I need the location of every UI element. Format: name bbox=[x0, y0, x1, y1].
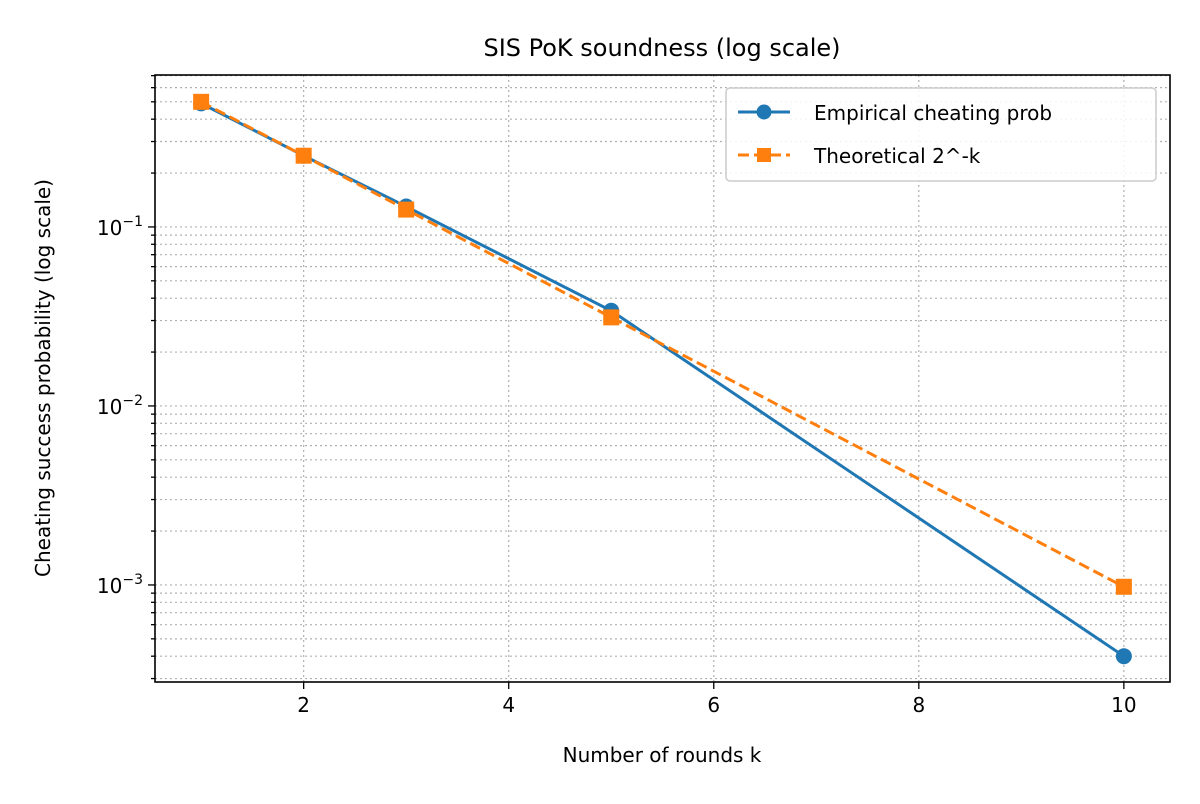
x-tick-label: 10 bbox=[1111, 693, 1136, 717]
x-tick-label: 6 bbox=[707, 693, 720, 717]
legend-label-empirical: Empirical cheating prob bbox=[814, 101, 1052, 125]
y-tick-label: 10−2 bbox=[97, 393, 143, 419]
x-axis-label: Number of rounds k bbox=[563, 743, 762, 767]
series-line-empirical bbox=[200, 102, 1125, 658]
ticks: 2 4 6 8 10 10−1 10−2 10−3 bbox=[97, 75, 1137, 717]
data-point-theoretical bbox=[193, 93, 210, 110]
y-tick-label: 10−1 bbox=[97, 214, 143, 240]
legend: Empirical cheating prob Theoretical 2^-k bbox=[725, 87, 1157, 182]
legend-marker-theoretical bbox=[757, 148, 771, 162]
x-tick-label: 8 bbox=[912, 693, 925, 717]
x-tick-label: 2 bbox=[297, 693, 310, 717]
data-point-theoretical bbox=[1115, 578, 1132, 595]
chart-title: SIS PoK soundness (log scale) bbox=[483, 34, 840, 62]
data-point-theoretical bbox=[603, 309, 620, 326]
data-point-empirical bbox=[1115, 648, 1132, 665]
legend-marker-empirical bbox=[756, 104, 772, 120]
plot-frame bbox=[154, 74, 1171, 683]
data-point-theoretical bbox=[398, 201, 415, 218]
x-tick-label: 4 bbox=[502, 693, 515, 717]
y-tick-label: 10−3 bbox=[97, 572, 143, 598]
data-point-theoretical bbox=[295, 147, 312, 164]
series-layer bbox=[193, 93, 1132, 665]
legend-label-theoretical: Theoretical 2^-k bbox=[813, 144, 981, 168]
y-axis-label: Cheating success probability (log scale) bbox=[31, 179, 55, 577]
